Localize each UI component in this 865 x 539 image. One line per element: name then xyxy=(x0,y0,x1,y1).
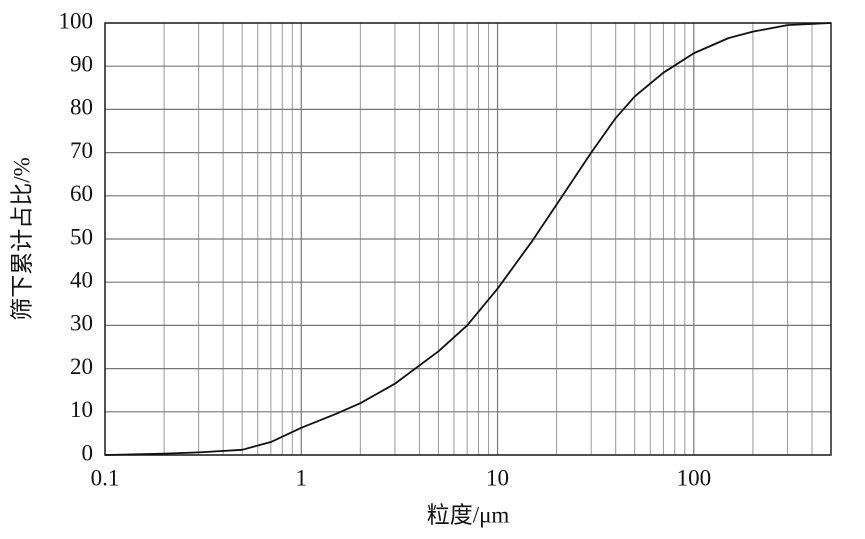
y-tick-label: 60 xyxy=(70,181,93,206)
y-tick-label: 50 xyxy=(70,224,93,249)
x-axis-label: 粒度/μm xyxy=(427,502,510,527)
data-line xyxy=(104,22,832,456)
y-tick-label: 70 xyxy=(70,138,93,163)
y-tick-label: 40 xyxy=(70,267,93,292)
x-tick-label: 1 xyxy=(296,465,308,490)
x-tick-label: 0.1 xyxy=(91,465,120,490)
y-tick-label: 30 xyxy=(70,311,93,336)
y-tick-label: 100 xyxy=(59,8,94,33)
y-tick-label: 80 xyxy=(70,95,93,120)
y-axis-label: 筛下累计占比/% xyxy=(9,157,34,321)
y-tick-label: 0 xyxy=(82,440,94,465)
x-tick-label: 10 xyxy=(486,465,509,490)
x-tick-label: 100 xyxy=(677,465,712,490)
y-tick-label: 90 xyxy=(70,51,93,76)
y-tick-label: 20 xyxy=(70,354,93,379)
y-tick-label: 10 xyxy=(70,397,93,422)
plot-frame xyxy=(104,22,832,456)
